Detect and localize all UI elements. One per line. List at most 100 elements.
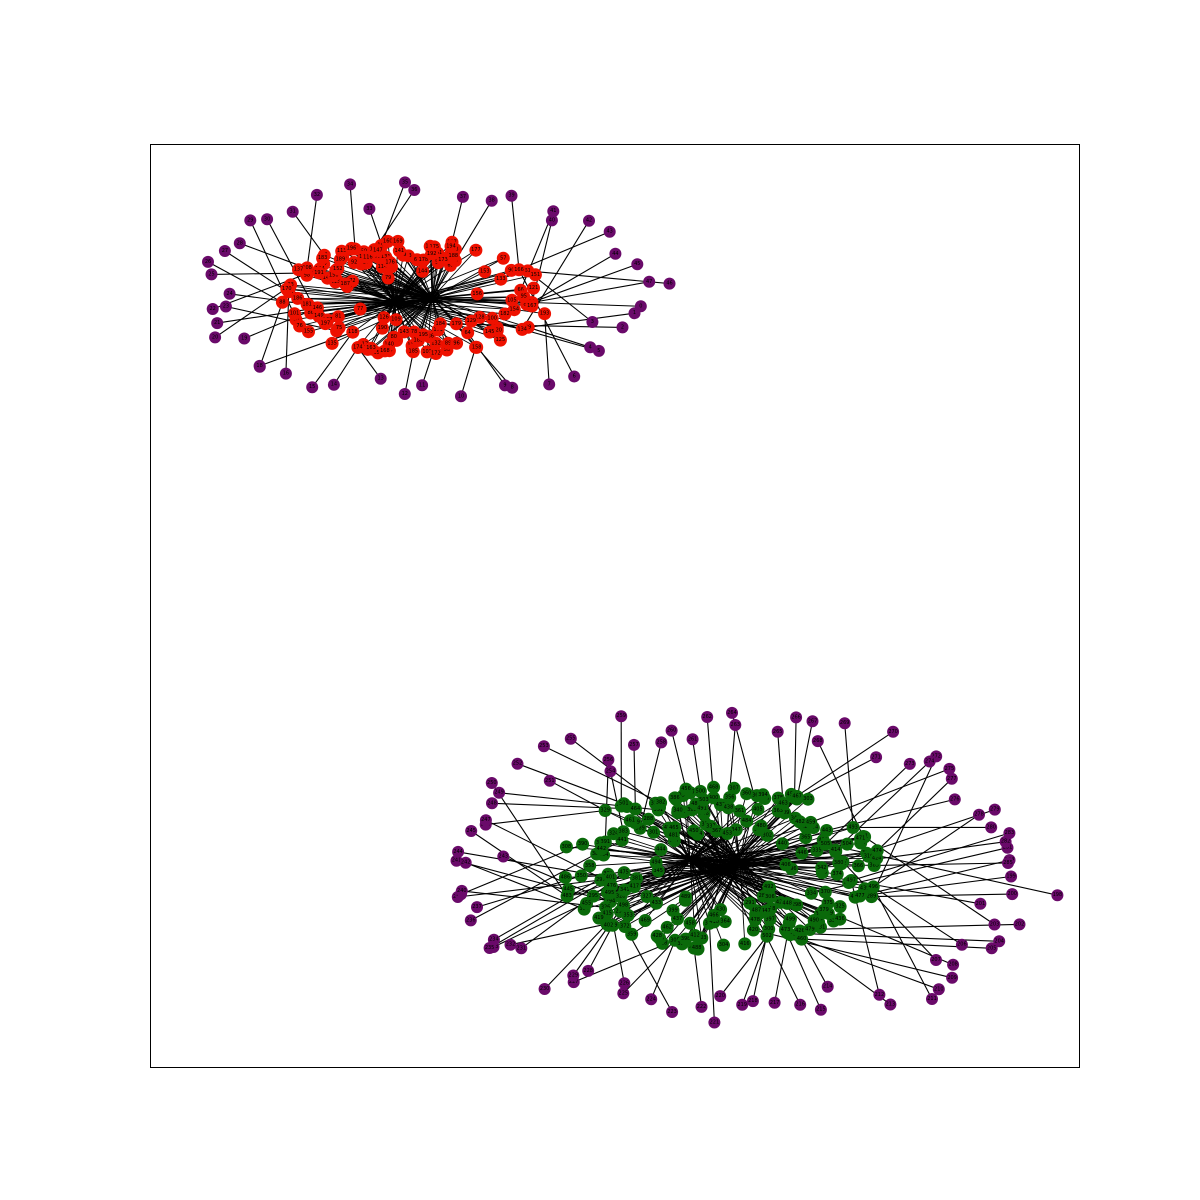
graph-node: 173: [436, 253, 450, 267]
graph-node-label: 197: [321, 321, 331, 327]
graph-node: 493: [846, 821, 860, 834]
graph-node-marker: [436, 253, 450, 267]
graph-node: 247: [479, 814, 492, 827]
graph-node-label: 202: [1015, 921, 1025, 927]
graph-node-marker: [583, 859, 597, 873]
graph-node-label: 335: [812, 848, 822, 854]
graph-node: 189: [333, 253, 347, 266]
graph-node-marker: [722, 801, 735, 814]
graph-node-marker: [374, 372, 387, 385]
graph-edge: [724, 866, 731, 869]
graph-node-marker: [686, 733, 699, 746]
graph-edge: [544, 923, 608, 990]
graph-node: 240: [455, 884, 468, 897]
graph-node: 273: [903, 757, 916, 770]
graph-node-label: 155: [304, 329, 314, 335]
graph-node-label: 183: [318, 255, 328, 261]
graph-node: 438: [722, 801, 735, 814]
graph-node-label: 191: [314, 270, 324, 276]
graph-node-label: 192: [427, 251, 437, 257]
graph-node: 181: [300, 297, 314, 311]
graph-node-label: 258: [657, 739, 667, 745]
graph-node: 458: [683, 916, 697, 930]
graph-node-label: 30: [264, 216, 270, 222]
graph-edge: [421, 292, 440, 303]
graph-node-marker: [583, 214, 595, 227]
graph-node-marker: [560, 889, 574, 903]
graph-node-marker: [485, 311, 499, 325]
graph-node-label: 498: [619, 903, 629, 909]
graph-node: 192: [425, 247, 439, 261]
graph-node-label: 39: [508, 193, 514, 199]
graph-node-marker: [280, 282, 294, 296]
graph-node-label: 5: [597, 348, 600, 354]
graph-node-label: 308: [562, 844, 572, 850]
graph-node-marker: [378, 344, 392, 358]
graph-node-label: 358: [585, 863, 595, 869]
graph-node-marker: [459, 856, 472, 869]
graph-edge: [389, 294, 399, 302]
graph-node-label: 150: [329, 273, 339, 279]
graph-node-label: 381: [632, 876, 642, 882]
graph-node: 329: [598, 804, 612, 817]
graph-edge: [739, 821, 801, 863]
graph-node-label: 273: [905, 761, 915, 767]
graph-node-label: 391: [601, 839, 611, 845]
graph-node-marker: [449, 317, 463, 331]
graph-node-label: 394: [758, 792, 768, 798]
graph-node-label: 95: [521, 294, 527, 300]
graph-node: 444: [654, 843, 668, 857]
graph-node-marker: [233, 237, 246, 250]
graph-node: 220: [714, 990, 727, 1003]
graph-node-label: 493: [848, 825, 858, 831]
graph-node-label: 56: [444, 347, 450, 353]
graph-node-marker: [497, 850, 510, 863]
graph-node-label: 364: [720, 919, 730, 925]
graph-node-label: 210: [934, 986, 944, 992]
graph-node-marker: [903, 757, 916, 770]
graph-node-label: 206: [957, 942, 967, 948]
graph-node-label: 374: [832, 871, 842, 877]
graph-node-label: 491: [697, 806, 707, 812]
graph-node: 443: [820, 824, 834, 837]
graph-node-label: 237: [472, 904, 482, 910]
graph-node-label: 397: [765, 916, 775, 922]
graph-node-label: 400: [709, 795, 719, 801]
graph-node-label: 174: [353, 345, 363, 351]
graph-node: 467: [790, 790, 804, 803]
graph-node-label: 211: [927, 996, 937, 1002]
graph-node-marker: [756, 788, 770, 802]
graph-node-marker: [948, 793, 961, 806]
graph-node: 18: [253, 359, 266, 372]
graph-node: 462: [660, 920, 674, 934]
graph-node-label: 3: [591, 319, 594, 325]
graph-node-label: 244: [453, 849, 463, 855]
graph-node-marker: [695, 1000, 708, 1013]
graph-node: 22: [206, 303, 219, 315]
graph-node: 170: [280, 282, 294, 296]
graph-node-label: 200: [1007, 891, 1017, 897]
graph-node-marker: [564, 732, 577, 745]
graph-node-marker: [988, 918, 1001, 931]
graph-node: 340: [671, 803, 685, 817]
graph-node-marker: [344, 178, 357, 191]
graph-node-marker: [547, 205, 560, 218]
graph-node-marker: [701, 711, 714, 723]
graph-node: 386: [668, 791, 682, 805]
graph-node-label: 133: [496, 276, 506, 282]
graph-node-marker: [647, 825, 661, 839]
graph-node-marker: [279, 367, 292, 380]
graph-node-marker: [286, 205, 299, 218]
graph-node: 342: [815, 861, 829, 875]
graph-node-label: 240: [457, 888, 467, 894]
graph-node: 176: [383, 256, 397, 269]
graph-node: 77: [353, 302, 367, 316]
graph-node: 194: [444, 239, 458, 253]
graph-node-label: 465: [669, 825, 679, 831]
graph-node-label: 247: [481, 817, 491, 823]
graph-node-label: 163: [366, 345, 376, 351]
graph-node-label: 372: [620, 924, 630, 930]
graph-node: 191: [312, 266, 326, 280]
graph-node-marker: [364, 341, 378, 355]
graph-node-marker: [671, 803, 685, 817]
